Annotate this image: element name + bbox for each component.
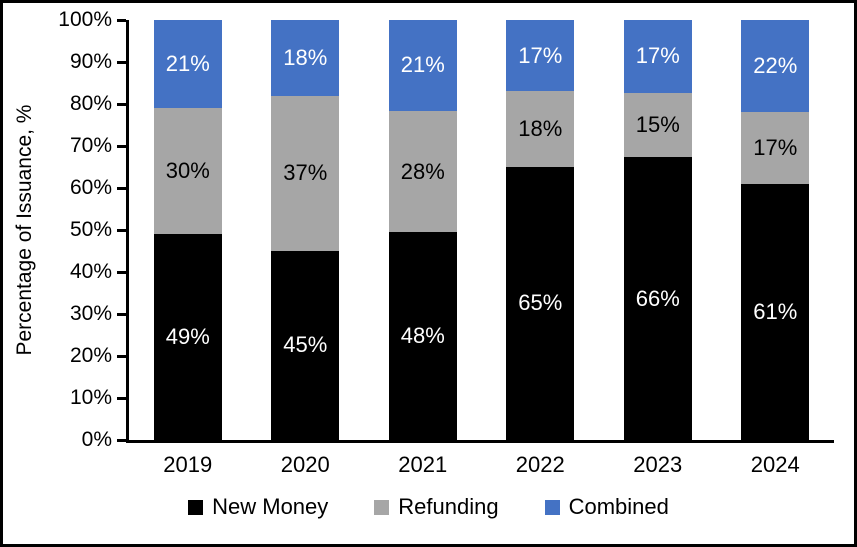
y-axis-title: Percentage of Issuance, % [13,104,36,356]
stacked-bar-2024: 22% 17% 61% [741,20,810,440]
y-tick-label: 90% [69,50,112,73]
segment-value-label: 18% [283,44,328,70]
x-axis-label-2020: 2020 [280,452,330,477]
segment-combined: 21% [153,20,222,109]
y-tick-mark [117,270,126,274]
segment-refunding: 17% [741,112,810,184]
y-tick-label: 60% [69,176,112,199]
bar-column-2023: 17% 15% 66% [599,20,717,440]
y-tick-label: 10% [69,386,112,409]
y-tick-mark [117,438,126,442]
segment-value-label: 49% [165,324,210,350]
y-tick-mark [117,102,126,106]
segment-refunding: 28% [388,110,457,233]
legend-label: New Money [212,494,329,519]
stacked-bar-2019: 21% 30% 49% [153,20,222,440]
y-tick-label: 80% [69,92,112,115]
segment-value-label: 28% [400,158,445,184]
y-tick-mark [117,186,126,190]
segment-value-label: 48% [400,323,445,349]
y-tick-label: 0% [81,428,112,451]
segment-combined: 18% [271,20,340,96]
segment-refunding: 37% [271,95,340,251]
stacked-bar-2023: 17% 15% 66% [623,20,692,440]
stacked-bar-2022: 17% 18% 65% [506,20,575,440]
segment-value-label: 66% [635,285,680,311]
segment-new-money: 61% [741,183,810,440]
segment-value-label: 65% [518,290,563,316]
segment-combined: 21% [388,20,457,111]
segment-new-money: 45% [271,250,340,440]
bar-column-2021: 21% 28% 48% [364,20,482,440]
y-tick-label: 30% [69,302,112,325]
legend-item-new-money: New Money [188,494,328,520]
y-tick-label: 50% [69,218,112,241]
x-axis-label-2022: 2022 [515,452,565,477]
segment-value-label: 17% [753,135,798,161]
x-axis-label-2023: 2023 [633,452,683,477]
y-tick-label: 20% [69,344,112,367]
segment-value-label: 45% [283,332,328,358]
segment-value-label: 15% [635,111,680,137]
stacked-bar-2021: 21% 28% 48% [388,20,457,440]
y-tick-mark [117,354,126,358]
x-axis-label-2024: 2024 [750,452,800,477]
segment-new-money: 66% [623,157,692,440]
stacked-bar-2020: 18% 37% 45% [271,20,340,440]
x-axis-label-2019: 2019 [163,452,213,477]
segment-combined: 17% [506,20,575,92]
segment-value-label: 18% [518,116,563,142]
segment-value-label: 61% [753,298,798,324]
y-tick-mark [117,144,126,148]
y-tick-label: 40% [69,260,112,283]
y-tick-mark [117,18,126,22]
bar-column-2019: 21% 30% 49% [129,20,247,440]
bar-column-2020: 18% 37% 45% [247,20,365,440]
y-tick-label: 100% [58,8,112,31]
bars-container: 21% 30% 49% 18% 37% 45% 21% 28% 48% 17% 18% 65% 17% 1… [129,20,834,440]
segment-new-money: 49% [153,234,222,440]
legend-swatch-icon [374,499,390,515]
legend-label: Refunding [398,494,499,519]
bar-column-2022: 17% 18% 65% [482,20,600,440]
segment-value-label: 17% [518,42,563,68]
segment-refunding: 30% [153,108,222,235]
segment-combined: 22% [741,20,810,113]
segment-new-money: 65% [506,166,575,440]
bar-column-2024: 22% 17% 61% [717,20,835,440]
x-axis-label-2021: 2021 [398,452,448,477]
segment-value-label: 22% [753,53,798,79]
segment-value-label: 17% [635,43,680,69]
legend-swatch-icon [188,499,204,515]
legend-label: Combined [568,494,669,519]
segment-value-label: 37% [283,160,328,186]
legend-item-refunding: Refunding [374,494,499,520]
y-tick-mark [117,312,126,316]
segment-value-label: 30% [165,158,210,184]
y-tick-label: 70% [69,134,112,157]
legend-swatch-icon [544,499,560,515]
segment-value-label: 21% [165,51,210,77]
legend-item-combined: Combined [544,494,669,520]
y-tick-mark [117,60,126,64]
segment-combined: 17% [623,20,692,93]
y-tick-mark [117,396,126,400]
plot-area: 0% 10% 20% 30% 40% 50% 60% 70% 80% 90% 100% 21% 30%… [58,8,834,451]
x-axis-labels: 2019 2020 2021 2022 2023 2024 [129,452,834,478]
y-tick-mark [117,228,126,232]
segment-new-money: 48% [388,232,457,440]
segment-refunding: 15% [623,92,692,158]
segment-refunding: 18% [506,91,575,167]
legend: New Money Refunding Combined [3,494,854,520]
segment-value-label: 21% [400,52,445,78]
